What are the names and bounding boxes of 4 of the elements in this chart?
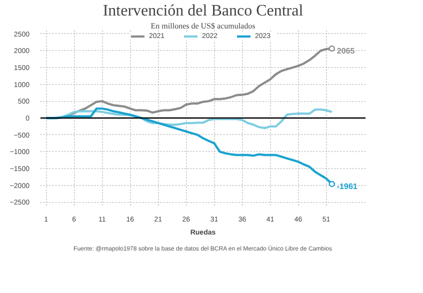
annotation: -1961 — [336, 182, 358, 191]
annotation: 2065 — [336, 46, 356, 56]
chart-title: Intervención del Banco Central — [102, 2, 304, 20]
chart-subtitle: En millones de US$ acumulados — [150, 22, 256, 30]
